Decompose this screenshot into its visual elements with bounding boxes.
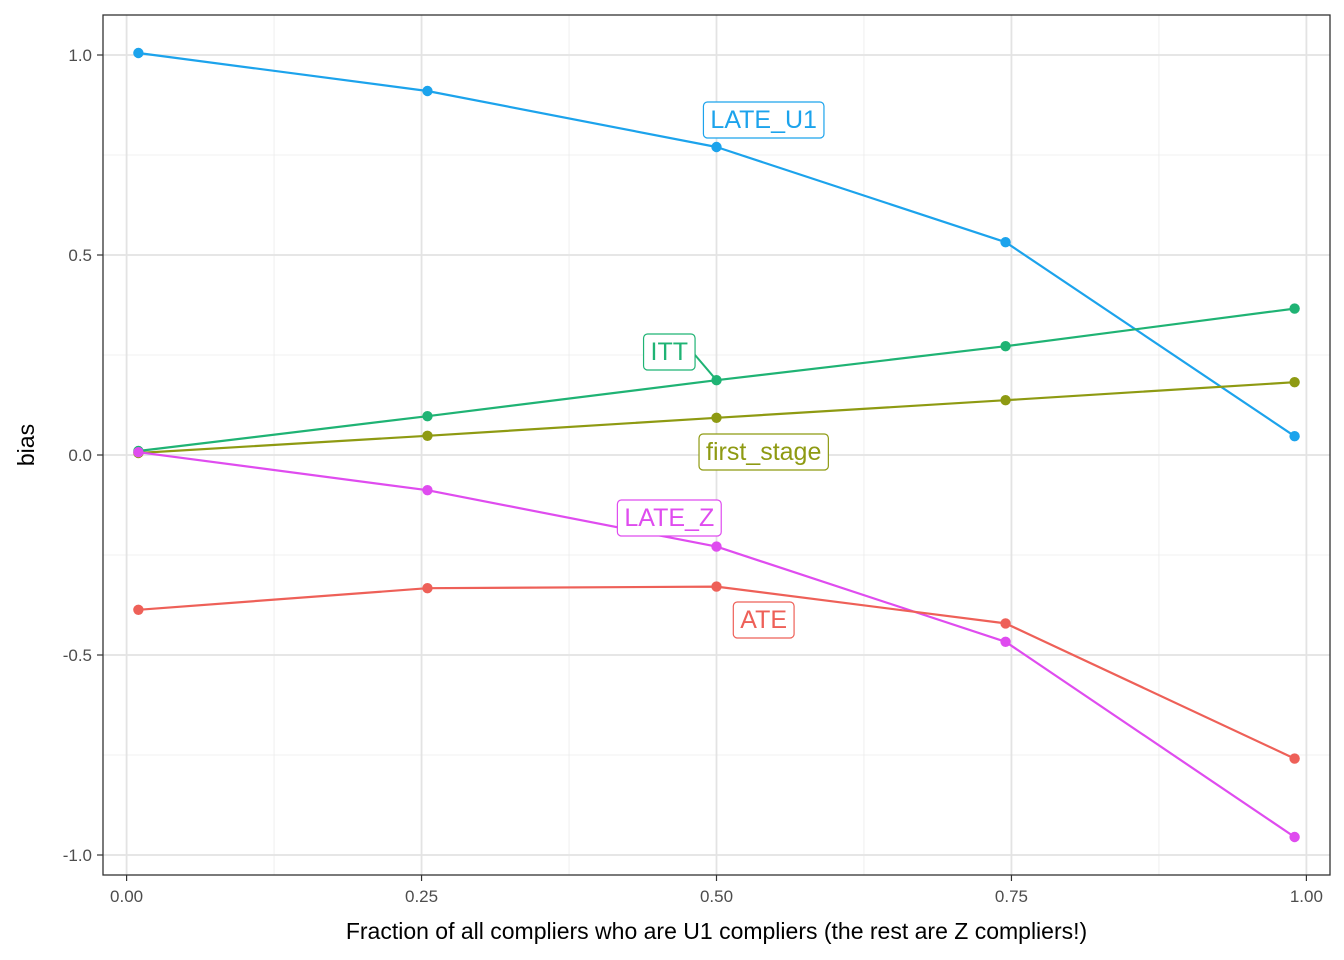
series-label-box-late-z — [616, 499, 722, 537]
series-ate — [133, 581, 1300, 764]
series-label-itt: ITT — [642, 333, 718, 381]
y-tick-label: -0.5 — [63, 646, 92, 665]
x-axis-title: Fraction of all compliers who are U1 com… — [346, 918, 1087, 944]
series-label-text-late-z: LATE_Z — [624, 504, 714, 532]
data-point-ate — [1000, 618, 1011, 629]
y-tick-label: -1.0 — [63, 846, 92, 865]
data-point-itt — [1000, 341, 1011, 352]
data-point-late-u1 — [1289, 431, 1300, 442]
data-point-ate — [133, 604, 144, 615]
label-leader-line-itt — [692, 352, 718, 381]
data-point-late-u1 — [1000, 237, 1011, 248]
data-point-late-z — [133, 447, 144, 458]
series-late-u1 — [133, 47, 1300, 442]
data-point-itt — [422, 411, 433, 422]
series-label-text-itt: ITT — [651, 338, 689, 366]
data-point-first-stage — [422, 430, 433, 441]
x-tick-label: 0.75 — [995, 887, 1028, 906]
series-label-late-z: LATE_Z — [616, 499, 722, 537]
data-point-late-z — [1289, 831, 1300, 843]
series-label-text-late-u1: LATE_U1 — [710, 106, 817, 134]
series-lines — [133, 47, 1300, 843]
series-label-box-itt — [642, 333, 696, 371]
y-tick-label: 1.0 — [68, 46, 92, 65]
y-tick-label: 0.5 — [68, 246, 92, 265]
series-late-z — [133, 447, 1300, 843]
series-labels: LATE_U1 ITT first_stage LATE_Z ATE — [616, 101, 829, 639]
data-point-late-z — [711, 541, 722, 552]
data-point-ate — [711, 581, 722, 592]
y-axis-title: bias — [13, 424, 39, 466]
series-label-text-first-stage: first_stage — [706, 438, 821, 466]
data-point-first-stage — [1289, 377, 1300, 388]
x-tick-label: 0.25 — [405, 887, 438, 906]
series-label-box-first-stage — [698, 433, 829, 471]
data-point-itt — [1289, 303, 1300, 314]
series-label-late-u1: LATE_U1 — [702, 101, 825, 139]
x-tick-label: 0.00 — [110, 887, 143, 906]
axes: 0.00 0.25 0.50 0.75 1.00 -1.0 -0.5 0.0 0.5 1.0 — [63, 46, 1323, 906]
data-point-late-u1 — [711, 141, 722, 153]
data-point-late-z — [1000, 636, 1011, 647]
series-label-box-ate — [732, 601, 795, 639]
series-label-ate: ATE — [732, 601, 795, 639]
x-tick-label: 1.00 — [1290, 887, 1323, 906]
data-point-first-stage — [1000, 395, 1011, 406]
data-point-late-u1 — [422, 85, 433, 97]
data-point-ate — [1289, 753, 1300, 764]
data-point-ate — [422, 583, 433, 594]
data-point-late-z — [422, 485, 433, 496]
data-point-late-u1 — [133, 47, 144, 59]
series-label-box-late-u1 — [702, 101, 825, 139]
x-tick-label: 0.50 — [700, 887, 733, 906]
data-point-first-stage — [711, 412, 722, 423]
y-tick-label: 0.0 — [68, 446, 92, 465]
series-label-first-stage: first_stage — [698, 433, 829, 471]
series-label-text-ate: ATE — [740, 606, 787, 634]
